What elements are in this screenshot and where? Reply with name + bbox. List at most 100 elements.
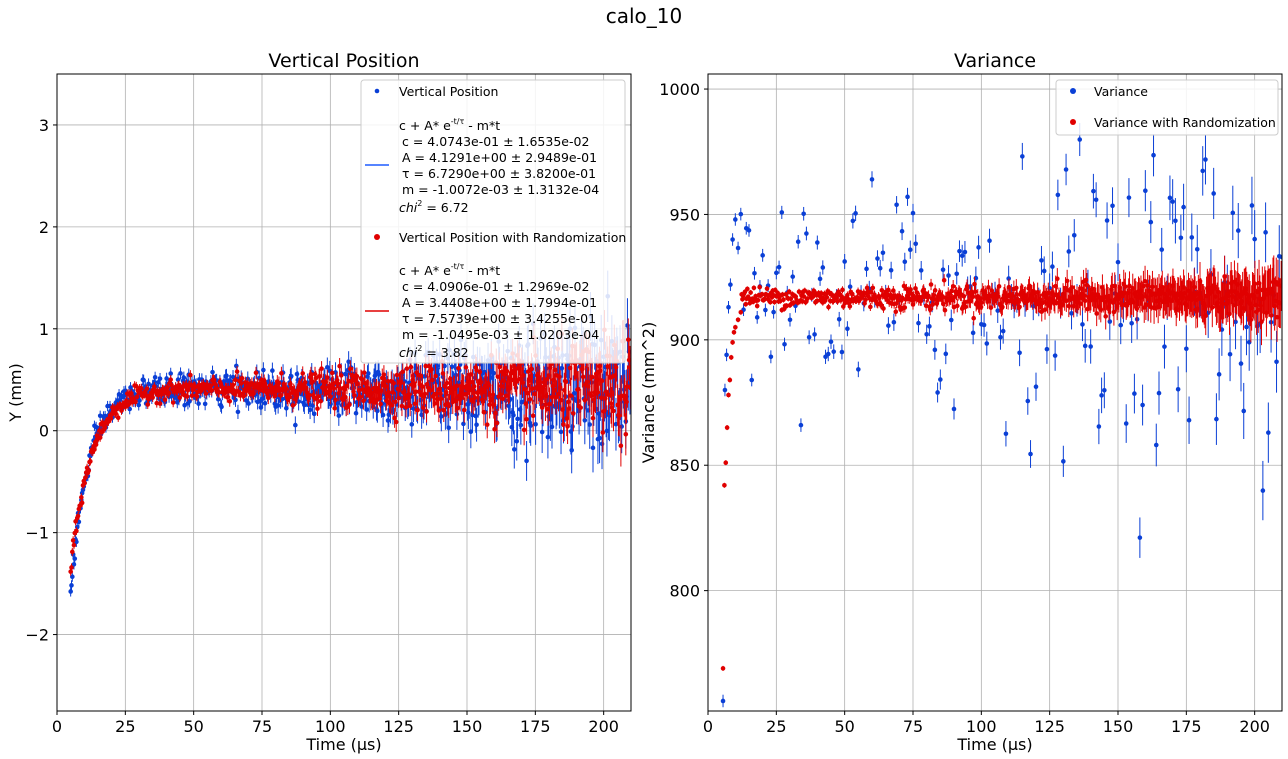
data-point xyxy=(99,429,105,435)
data-point xyxy=(372,400,378,405)
data-point xyxy=(529,366,534,372)
data-point xyxy=(466,410,471,415)
data-point xyxy=(357,394,363,400)
data-point xyxy=(439,396,444,401)
data-point xyxy=(511,412,516,418)
data-point xyxy=(839,294,844,299)
data-point xyxy=(169,382,174,388)
data-point xyxy=(396,395,401,401)
data-point xyxy=(804,296,810,302)
data-point xyxy=(1042,307,1048,312)
data-point xyxy=(996,284,1002,289)
data-point xyxy=(1184,346,1189,352)
data-point xyxy=(423,363,429,369)
legend-box xyxy=(1055,79,1279,136)
data-point xyxy=(728,355,734,360)
data-point xyxy=(404,366,410,371)
data-point xyxy=(181,375,187,380)
data-point xyxy=(415,407,420,413)
data-point xyxy=(491,370,497,376)
data-point xyxy=(352,393,357,398)
data-point xyxy=(463,365,469,370)
data-point xyxy=(826,304,831,310)
data-point xyxy=(504,368,510,374)
data-point xyxy=(288,373,294,379)
data-point xyxy=(376,372,382,377)
data-point xyxy=(378,401,383,407)
data-point xyxy=(487,402,492,408)
data-point xyxy=(1244,324,1249,330)
data-point xyxy=(500,396,506,402)
data-point xyxy=(589,374,595,380)
data-point xyxy=(79,500,85,506)
data-point xyxy=(569,447,574,453)
data-point xyxy=(1080,322,1085,327)
legend-fit-formula: c + A* e-t/τ - m*t xyxy=(399,117,500,133)
data-point xyxy=(385,378,391,384)
data-point xyxy=(444,380,450,386)
data-point xyxy=(1129,320,1134,326)
data-point xyxy=(316,394,321,399)
data-point xyxy=(364,407,369,412)
data-point xyxy=(608,401,614,406)
data-point xyxy=(804,231,809,236)
data-point xyxy=(878,302,884,308)
data-point xyxy=(422,373,428,379)
data-point xyxy=(478,379,483,385)
data-point xyxy=(279,370,284,376)
series-1 xyxy=(720,255,1282,671)
data-point xyxy=(543,402,548,407)
data-point xyxy=(978,304,984,310)
data-point xyxy=(1006,276,1011,281)
axes-frame xyxy=(707,73,1283,712)
data-point xyxy=(1093,197,1099,203)
data-point xyxy=(759,291,765,297)
data-point xyxy=(1082,343,1088,349)
data-point xyxy=(68,569,73,574)
data-point xyxy=(233,377,238,383)
data-point xyxy=(782,341,787,347)
data-point xyxy=(738,211,744,217)
data-point xyxy=(168,371,174,376)
data-point xyxy=(429,367,434,372)
data-point xyxy=(162,397,168,402)
axes-frame xyxy=(56,73,632,712)
data-point xyxy=(389,402,395,408)
legend-fit-line: τ = 6.7290e+00 ± 3.8200e-01 xyxy=(402,166,596,181)
data-point xyxy=(454,383,460,389)
data-point xyxy=(102,424,108,430)
data-point xyxy=(261,367,266,373)
data-point xyxy=(864,266,869,272)
data-point xyxy=(616,413,622,419)
x-tick-label: 125 xyxy=(1034,717,1065,736)
legend-marker xyxy=(1070,119,1076,125)
data-point xyxy=(828,339,834,345)
data-point xyxy=(79,495,84,500)
data-point xyxy=(839,349,845,355)
data-point xyxy=(918,268,924,273)
data-point xyxy=(69,565,74,570)
data-point xyxy=(343,394,348,400)
data-point xyxy=(187,398,192,404)
data-point xyxy=(391,380,397,386)
data-point xyxy=(315,406,320,411)
data-point xyxy=(157,376,163,381)
data-point xyxy=(1063,167,1069,172)
data-point xyxy=(946,273,951,278)
data-point xyxy=(1252,236,1257,242)
x-tick-label: 175 xyxy=(520,717,551,736)
data-point xyxy=(119,408,124,413)
data-point xyxy=(722,482,727,488)
y-axis-label: Y (mm) xyxy=(6,363,25,423)
data-point xyxy=(796,289,802,294)
data-point xyxy=(230,382,236,388)
data-point xyxy=(409,422,415,427)
data-point xyxy=(1279,254,1282,260)
data-point xyxy=(1041,268,1047,274)
data-point xyxy=(1055,276,1060,281)
data-point xyxy=(71,542,77,548)
data-point xyxy=(375,408,380,414)
data-point xyxy=(812,332,817,337)
data-point xyxy=(1055,192,1061,198)
data-point xyxy=(850,218,856,224)
